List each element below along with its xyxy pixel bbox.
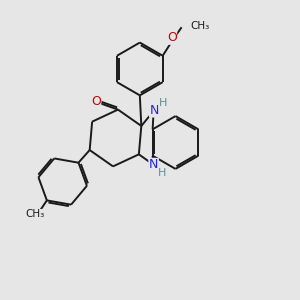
- Text: H: H: [158, 168, 166, 178]
- Text: O: O: [167, 31, 177, 44]
- Text: CH₃: CH₃: [190, 21, 209, 31]
- Text: N: N: [149, 158, 158, 172]
- Text: H: H: [159, 98, 167, 108]
- Text: O: O: [91, 95, 101, 108]
- Text: N: N: [149, 104, 159, 117]
- Text: CH₃: CH₃: [25, 209, 44, 220]
